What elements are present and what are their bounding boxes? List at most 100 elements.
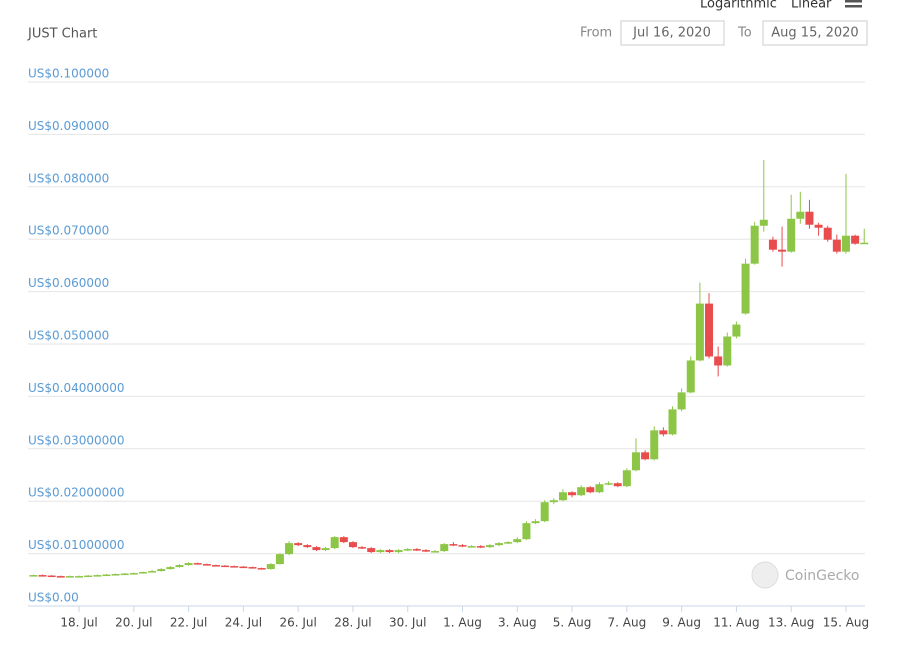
y-tick-label: US$0.04000000 <box>28 381 125 395</box>
candle-body <box>394 550 403 553</box>
candle-body <box>184 563 193 566</box>
to-label: To <box>737 26 752 41</box>
candle-body <box>75 576 84 578</box>
x-tick-label: 28. Jul <box>334 616 371 630</box>
y-tick-label: US$0.060000 <box>28 276 109 290</box>
candle-body <box>851 235 860 244</box>
candle-body <box>421 550 430 552</box>
candle-body <box>485 545 494 548</box>
candle-body <box>175 565 184 568</box>
candle-body <box>787 218 796 252</box>
candle-body <box>239 566 248 569</box>
scale-option[interactable]: Logarithmic <box>700 0 777 12</box>
from-label: From <box>580 26 612 41</box>
candle-body <box>613 483 622 487</box>
candle-body <box>860 242 869 245</box>
candle-body <box>641 452 650 460</box>
candle-body <box>303 545 312 548</box>
candle-body <box>93 575 102 577</box>
candle-body <box>568 492 577 496</box>
candle-body <box>138 572 147 574</box>
candle-body <box>412 549 421 551</box>
x-tick-label: 1. Aug <box>443 616 482 630</box>
candle-body <box>312 547 321 551</box>
to-input[interactable] <box>762 20 868 46</box>
candle-body <box>120 573 129 576</box>
candle-body <box>750 225 759 264</box>
from-date[interactable]: Jul 16, 2020 <box>632 26 711 41</box>
menu-icon[interactable] <box>845 0 862 8</box>
x-tick-label: 18. Jul <box>60 616 97 630</box>
candle-body <box>84 575 93 578</box>
watermark: CoinGecko <box>751 561 859 589</box>
x-tick-label: 3. Aug <box>498 616 537 630</box>
x-tick-label: 15. Aug <box>823 616 869 630</box>
candle-body <box>449 544 458 546</box>
candle-body <box>604 483 613 485</box>
candle-body <box>732 324 741 337</box>
candle-body <box>230 566 239 568</box>
y-tick-label: US$0.00 <box>28 591 79 605</box>
candle-body <box>275 554 284 565</box>
candle-body <box>595 484 604 493</box>
candle-body <box>540 502 549 522</box>
candle-body <box>285 543 294 555</box>
candle-body <box>586 487 595 493</box>
candle-body <box>212 565 220 567</box>
candle-body <box>677 392 686 410</box>
candle-body <box>631 452 640 471</box>
candle-body <box>622 470 631 487</box>
x-tick-label: 22. Jul <box>170 616 207 630</box>
candle-body <box>723 336 732 366</box>
candle-body <box>659 430 668 435</box>
candle-body <box>166 567 175 570</box>
candle-body <box>440 544 449 552</box>
candle-body <box>129 573 138 575</box>
watermark-text: CoinGecko <box>785 568 859 584</box>
candle-body <box>513 539 522 543</box>
candle-body <box>686 360 695 393</box>
candle-body <box>768 239 777 250</box>
y-tick-label: US$0.050000 <box>28 329 109 343</box>
candle-body <box>522 523 531 540</box>
candle-body <box>504 542 513 544</box>
candle-body <box>668 409 677 435</box>
candle-body <box>495 543 504 546</box>
x-tick-label: 24. Jul <box>225 616 262 630</box>
y-tick-label: US$0.090000 <box>28 119 109 133</box>
candle-body <box>266 564 275 570</box>
candle-body <box>321 548 330 551</box>
candle-body <box>823 227 832 240</box>
x-tick-label: 13. Aug <box>768 616 814 630</box>
scale-option[interactable]: Linear <box>791 0 832 12</box>
candle-body <box>814 224 823 228</box>
candle-body <box>102 574 111 577</box>
x-tick-label: 9. Aug <box>662 616 701 630</box>
candle-body <box>805 211 814 225</box>
candle-body <box>65 576 74 578</box>
candle-body <box>47 575 56 578</box>
candle-body <box>348 542 357 548</box>
x-tick-label: 11. Aug <box>713 616 759 630</box>
candle-body <box>778 249 787 252</box>
from-input[interactable] <box>620 20 725 46</box>
candle-body <box>695 303 704 361</box>
candle-body <box>476 546 485 548</box>
candle-body <box>111 574 120 576</box>
candle-body <box>257 568 266 570</box>
x-tick-label: 7. Aug <box>607 616 646 630</box>
candle-body <box>29 575 38 577</box>
x-tick-label: 5. Aug <box>553 616 592 630</box>
candle-body <box>38 575 47 577</box>
chart-title: JUST Chart <box>27 27 97 42</box>
candle-body <box>330 537 339 549</box>
y-tick-label: US$0.02000000 <box>28 486 125 500</box>
candle-body <box>741 263 750 314</box>
candle-body <box>367 548 376 553</box>
to-date[interactable]: Aug 15, 2020 <box>771 26 858 41</box>
y-tick-label: US$0.100000 <box>28 67 109 81</box>
candle-body <box>467 546 476 548</box>
candle-body <box>796 211 805 219</box>
candle-body <box>339 537 348 543</box>
